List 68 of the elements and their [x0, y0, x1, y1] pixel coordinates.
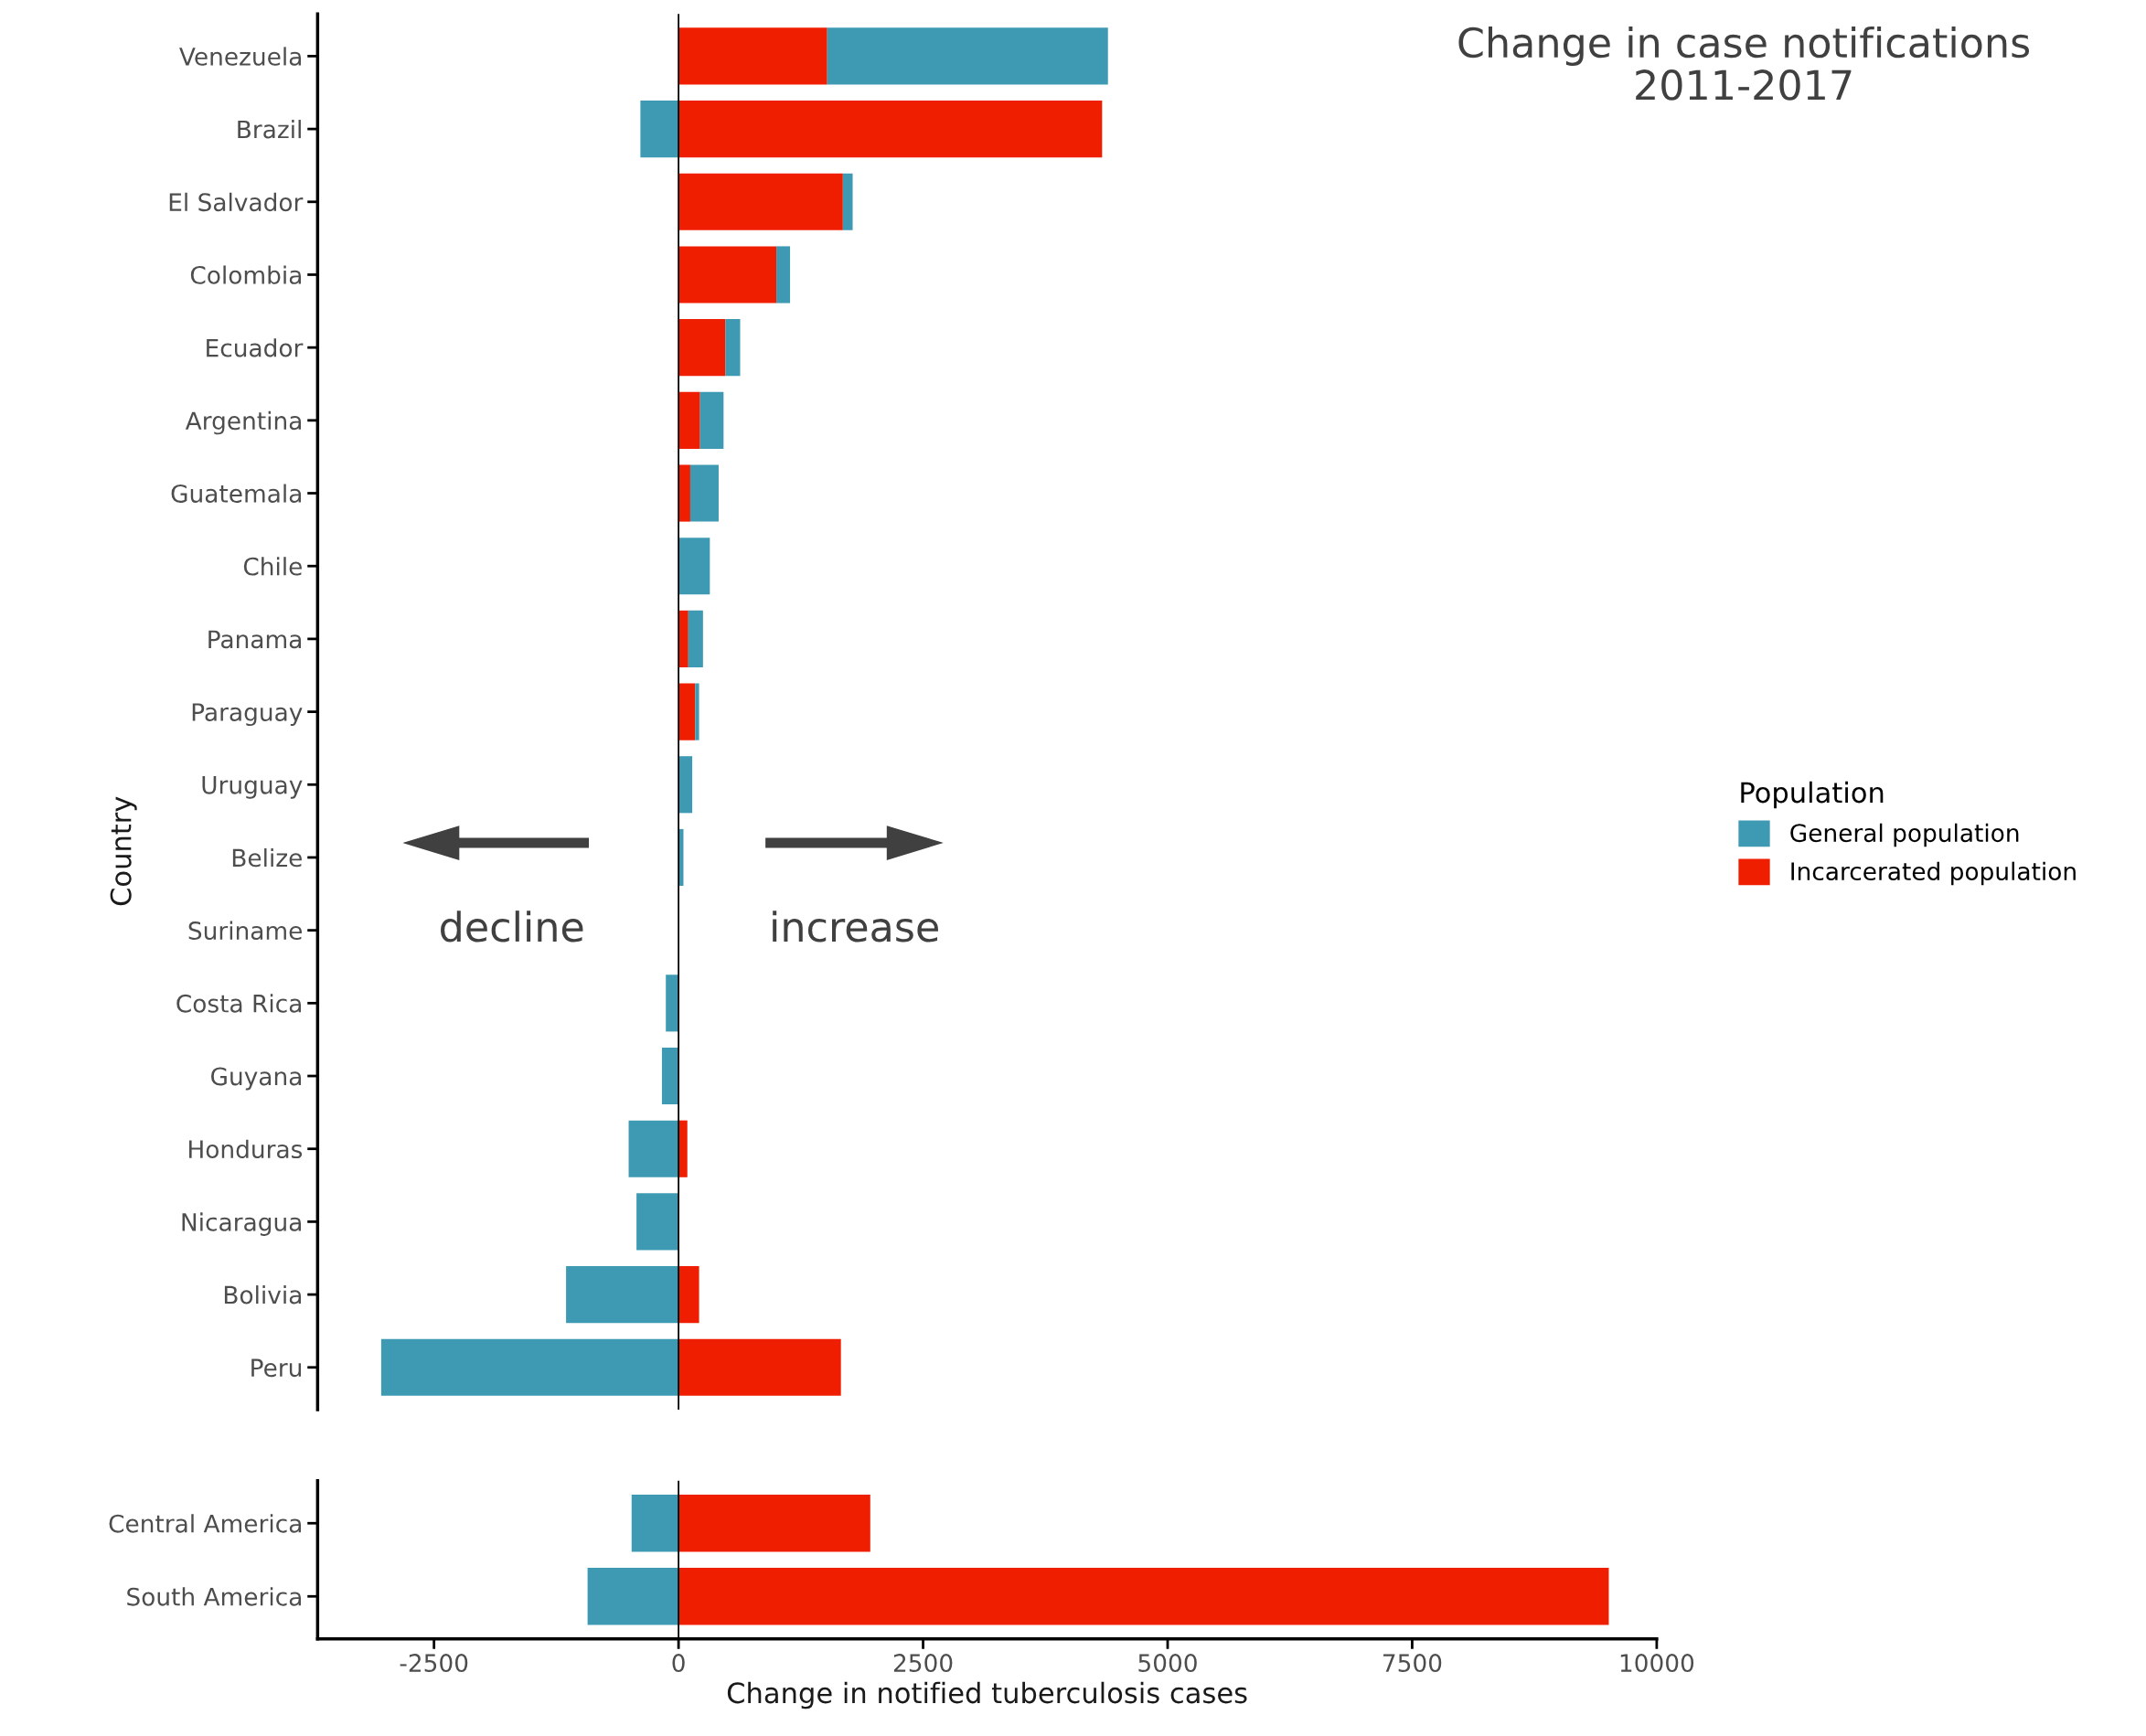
y-tick-label: Peru: [251, 1358, 301, 1378]
bar: [661, 1047, 679, 1105]
y-tick-label: Honduras: [189, 1139, 303, 1159]
bar: [688, 610, 703, 667]
y-tick-label: Chile: [243, 557, 302, 576]
x-axis-title: Change in notified tuberculosis cases: [727, 1681, 1247, 1709]
bar: [678, 464, 690, 522]
bar: [689, 464, 719, 522]
legend-title: Population: [1741, 781, 1884, 809]
y-tick-label: Colombia: [190, 265, 301, 284]
bar: [678, 683, 696, 740]
bar: [566, 1266, 679, 1324]
x-tick-label: -2500: [400, 1654, 468, 1673]
bar: [678, 391, 700, 449]
bar: [842, 173, 853, 230]
y-tick-label: Uruguay: [202, 776, 303, 799]
annotation: increase: [773, 911, 938, 943]
bar: [827, 27, 1108, 85]
y-tick-label: Central America: [109, 1514, 301, 1533]
bar: [678, 319, 726, 377]
bar: [699, 391, 724, 449]
y-axis-title: Country: [110, 796, 137, 906]
bar: [678, 1266, 699, 1324]
y-tick-label: Costa Rica: [176, 994, 301, 1013]
bar: [678, 27, 827, 85]
bar: [678, 1568, 1609, 1625]
bar: [678, 610, 689, 667]
y-tick-label: Paraguay: [192, 703, 303, 727]
bar: [678, 1338, 841, 1396]
y-tick-label: Guatemala: [171, 484, 301, 503]
bar: [678, 538, 710, 595]
bar: [636, 1193, 679, 1251]
bar: [628, 1120, 679, 1177]
x-tick-label: 7500: [1383, 1654, 1442, 1673]
x-tick-label: 5000: [1138, 1654, 1197, 1673]
y-tick-label: Nicaragua: [182, 1212, 301, 1236]
y-tick-label: Panama: [208, 630, 301, 649]
y-tick-label: Venezuela: [179, 47, 301, 66]
annotation: decline: [441, 911, 583, 943]
bar: [678, 1495, 870, 1552]
y-tick-label: South America: [127, 1587, 301, 1606]
legend-label: Incarcerated population: [1791, 861, 2076, 886]
x-tick-label: 2500: [893, 1654, 953, 1673]
bar: [695, 683, 699, 740]
bar: [666, 975, 679, 1032]
text: Change in case notifications 2011-2017: [1458, 26, 2030, 101]
x-tick-label: 0: [672, 1654, 685, 1673]
x-tick-label: 10000: [1620, 1654, 1694, 1673]
y-tick-label: Ecuador: [207, 338, 304, 357]
y-tick-label: Belize: [232, 847, 302, 868]
bar: [587, 1568, 679, 1625]
bar: [380, 1338, 679, 1396]
bar: [678, 246, 777, 304]
bar: [776, 246, 791, 304]
bar: [678, 756, 693, 814]
bar: [678, 101, 1103, 158]
bar: [678, 1120, 688, 1177]
bar: [640, 101, 679, 158]
y-tick-label: Suriname: [188, 921, 302, 941]
bar: [725, 319, 741, 377]
bar: [631, 1495, 679, 1552]
y-tick-label: Argentina: [185, 410, 301, 435]
y-tick-label: Bolivia: [224, 1285, 301, 1305]
legend-label: General population: [1790, 823, 2019, 847]
y-tick-label: El Salvador: [169, 192, 304, 212]
y-tick-label: Guyana: [211, 1067, 301, 1091]
y-tick-label: Brazil: [238, 120, 301, 139]
bar: [678, 173, 843, 230]
